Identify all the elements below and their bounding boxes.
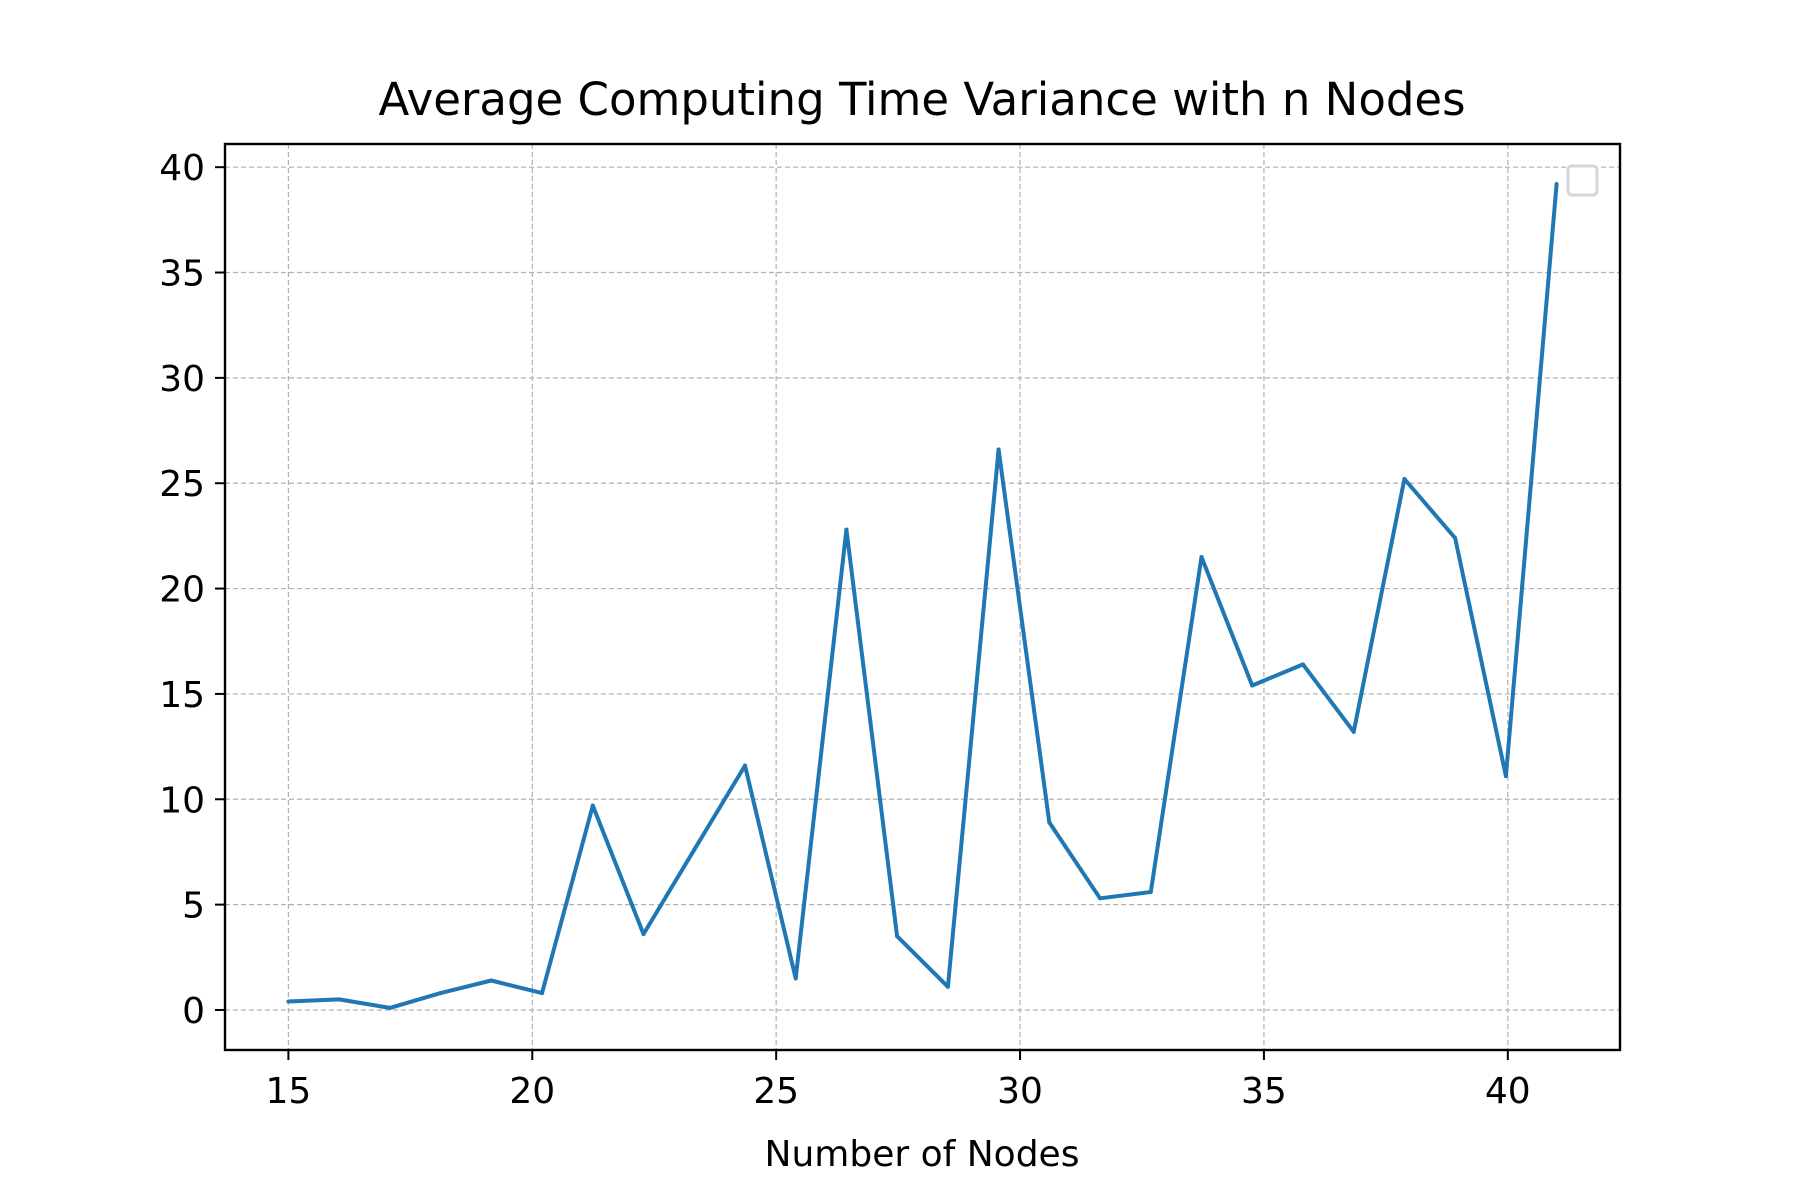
data-point [1300,662,1305,667]
data-point [590,803,595,808]
x-tick-label: 35 [1241,1071,1287,1112]
x-tick-label: 20 [509,1071,555,1112]
data-point [895,934,900,939]
x-tick-label: 40 [1485,1071,1531,1112]
data-point [337,997,342,1002]
plot-area-frame [223,142,1622,1052]
axis-ticks: 15 20 25 30 35 40 0 5 10 15 20 25 30 35 40 [159,148,1531,1112]
data-point [1199,554,1204,559]
data-point [641,932,646,937]
data-point [742,763,747,768]
series-group [286,182,1559,1010]
y-tick-label: 5 [182,886,205,927]
data-point [793,976,798,981]
data-point [1047,820,1052,825]
data-point [1148,889,1153,894]
data-point [1351,729,1356,734]
data-point [945,984,950,989]
y-tick-label: 40 [159,148,205,189]
data-point [1098,896,1103,901]
data-point [1402,477,1407,482]
series-line [288,183,1559,1010]
data-point [286,999,291,1004]
data-point [1453,536,1458,541]
data-point [1554,182,1559,187]
y-tick-label: 15 [159,675,205,716]
data-point [844,527,849,532]
data-point [692,847,697,852]
data-point [1250,683,1255,688]
x-tick-label: 30 [997,1071,1043,1112]
x-tick-label: 15 [266,1071,312,1112]
legend-box [1566,164,1599,197]
data-point [540,991,545,996]
y-tick-label: 10 [159,780,205,821]
data-point [489,978,494,983]
data-point [1503,774,1508,779]
y-tick-label: 20 [159,570,205,611]
x-tick-label: 25 [753,1071,799,1112]
y-tick-label: 35 [159,254,205,295]
x-axis-title: Number of Nodes [765,1134,1080,1175]
y-tick-label: 0 [182,991,205,1032]
data-point [996,447,1001,452]
y-tick-label: 30 [159,359,205,400]
data-point [438,991,443,996]
chart-title: Average Computing Time Variance with n N… [378,73,1465,126]
y-tick-label: 25 [159,464,205,505]
data-point [387,1005,392,1010]
